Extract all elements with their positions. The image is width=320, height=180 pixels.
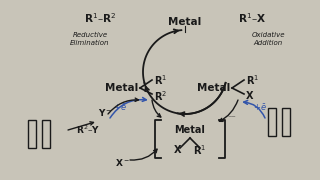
Text: R$^2$: R$^2$ — [154, 89, 167, 103]
Text: Metal: Metal — [175, 125, 205, 135]
Text: Metal: Metal — [168, 17, 202, 27]
Text: Y$^-$: Y$^-$ — [98, 107, 112, 118]
Text: Oxidative
Addition: Oxidative Addition — [251, 32, 285, 46]
Text: R$^1$: R$^1$ — [193, 143, 207, 157]
Text: ⁻⁻: ⁻⁻ — [227, 114, 236, 123]
Text: +$\bar{e}$: +$\bar{e}$ — [253, 103, 267, 113]
Text: Metal: Metal — [105, 83, 138, 93]
Text: R$^1$: R$^1$ — [246, 73, 259, 87]
Text: X$^-$: X$^-$ — [115, 156, 129, 168]
Text: Metal: Metal — [197, 83, 230, 93]
Text: Reductive
Elimination: Reductive Elimination — [70, 32, 110, 46]
Text: R$^2$–Y: R$^2$–Y — [76, 124, 100, 136]
Text: X: X — [246, 91, 253, 101]
Text: R$^1$–R$^2$: R$^1$–R$^2$ — [84, 11, 116, 25]
Text: R$^1$–X: R$^1$–X — [238, 11, 266, 25]
Text: X: X — [174, 145, 182, 155]
Text: R$^1$: R$^1$ — [154, 73, 167, 87]
Text: +$\bar{e}$: +$\bar{e}$ — [113, 103, 127, 113]
